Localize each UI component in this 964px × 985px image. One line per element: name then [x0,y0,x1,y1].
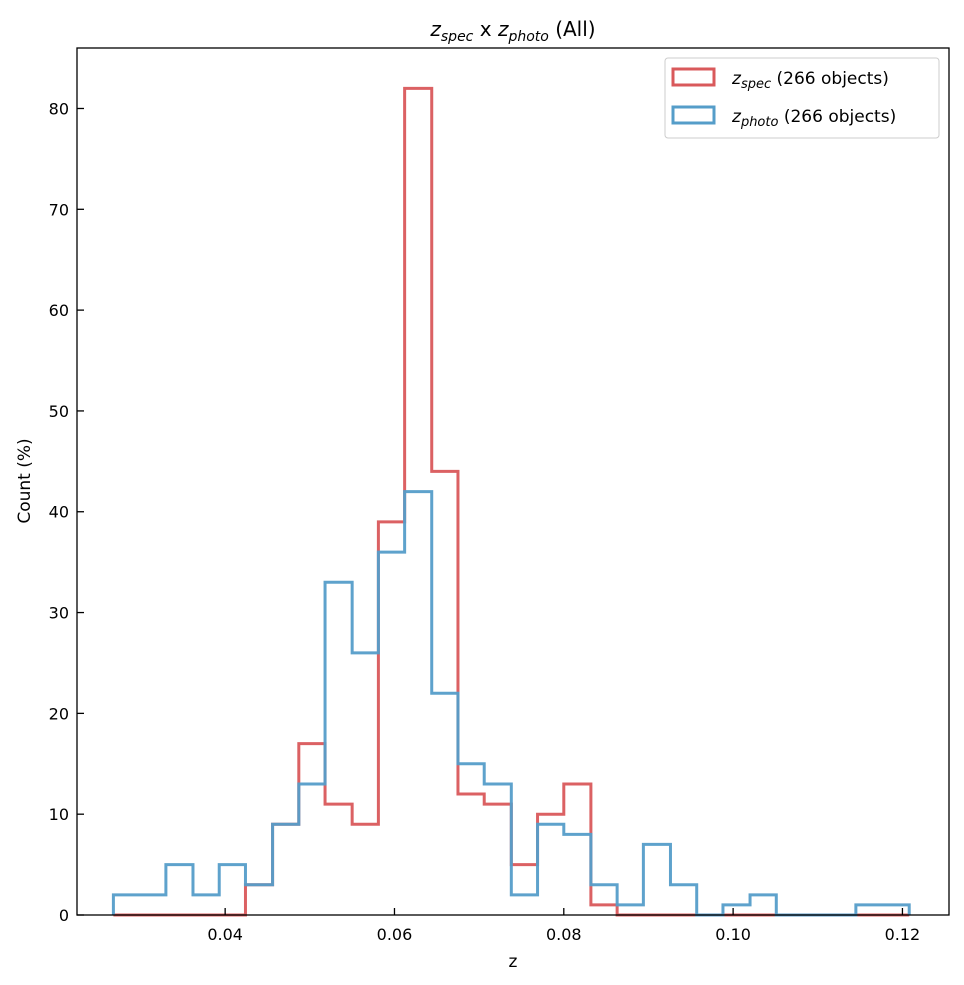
legend-box [664,57,940,139]
y-tick-label: 60 [49,301,69,320]
legend-swatch-zphoto [671,105,716,125]
histogram-series-zphoto [111,490,911,917]
y-tick-label: 10 [49,805,69,824]
y-tick-label: 30 [49,604,69,623]
x-axis-label: z [509,952,518,972]
y-tick-label: 70 [49,200,69,219]
x-tick-label: 0.12 [885,925,921,944]
y-tick-label: 20 [49,704,69,723]
chart-title: zspec x zphoto (All) [429,17,595,45]
y-tick-label: 40 [49,503,69,522]
legend-label-zspec: zspec (266 objects) [731,69,889,92]
x-tick-label: 0.08 [546,925,582,944]
legend-label-zphoto: zphoto (266 objects) [731,107,896,130]
x-tick-label: 0.06 [377,925,413,944]
x-tick-label: 0.04 [207,925,243,944]
x-axis: 0.04 0.06 0.08 0.10 0.12 [207,908,920,944]
legend: zspec (266 objects) zphoto (266 objects) [664,57,940,139]
plot-frame [76,47,950,916]
y-axis-label: Count (%) [15,438,35,523]
y-tick-label: 0 [59,906,69,925]
y-tick-label: 50 [49,402,69,421]
x-tick-label: 0.10 [715,925,751,944]
legend-swatch-zspec [671,67,716,87]
y-axis: 0 10 20 30 40 50 60 70 80 [49,99,84,925]
y-tick-label: 80 [49,99,69,118]
